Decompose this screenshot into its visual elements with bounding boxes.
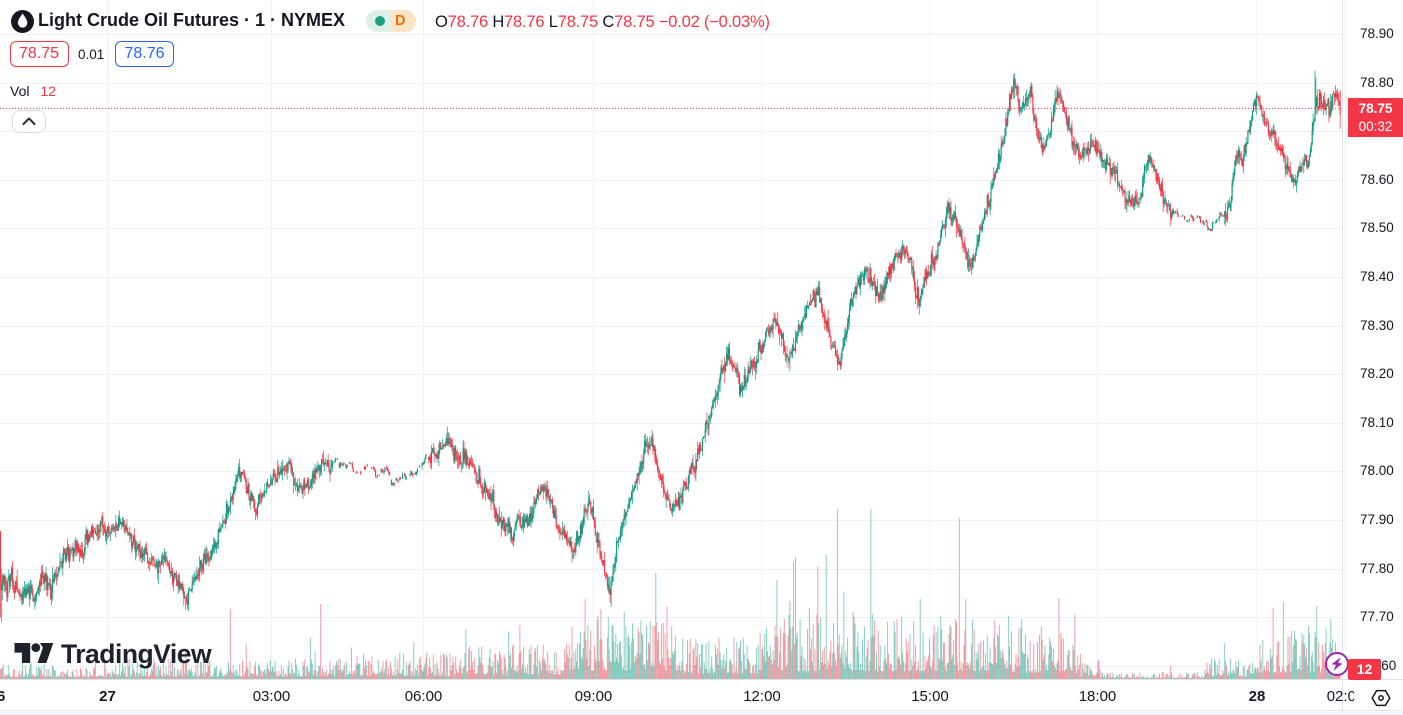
svg-text:TradingView: TradingView <box>61 639 212 669</box>
